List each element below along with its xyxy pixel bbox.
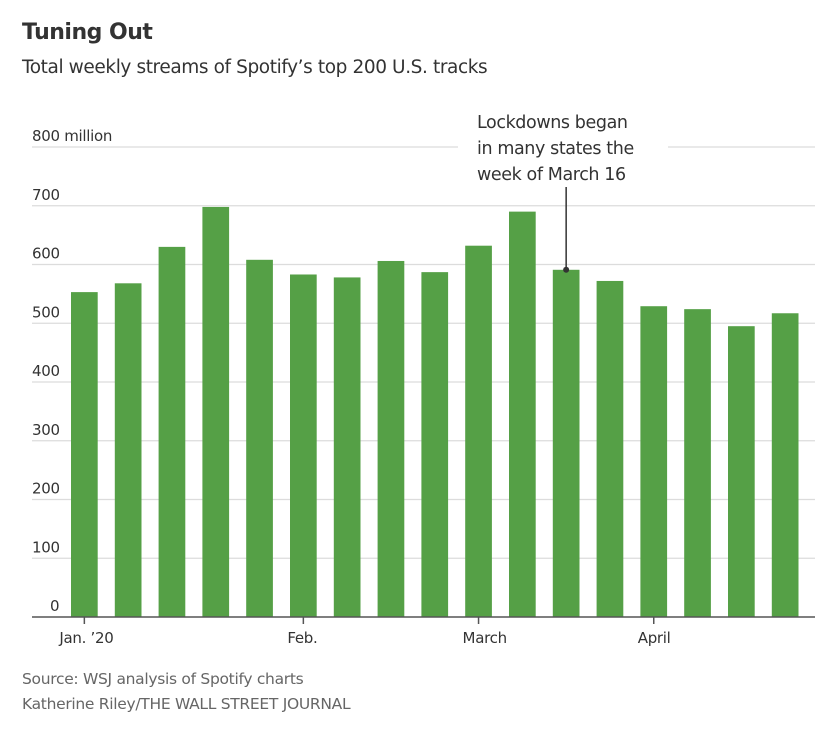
x-tick-label: Feb.: [287, 629, 317, 647]
y-tick-label: 200: [32, 480, 60, 498]
bar: [771, 313, 799, 617]
bar: [377, 260, 405, 617]
y-tick-label: 600: [32, 245, 60, 263]
bar: [596, 280, 624, 617]
y-tick-label: 100: [32, 538, 60, 556]
x-tick-label: March: [463, 629, 507, 647]
annotation-text: Lockdowns began: [477, 113, 628, 133]
y-tick-label: 700: [32, 186, 60, 204]
bar: [640, 306, 668, 617]
bar: [421, 272, 449, 617]
bar: [114, 283, 142, 617]
annotations: Lockdowns began in many states the week of…: [477, 113, 634, 273]
credit-note: Katherine Riley/THE WALL STREET JOURNAL: [22, 695, 351, 713]
x-axis: Jan. ’20 Feb. March April: [32, 616, 815, 647]
bar: [246, 259, 273, 617]
bars: [71, 206, 799, 618]
bar: [465, 245, 492, 617]
bar: [202, 206, 230, 618]
y-tick-label: 800 million: [32, 127, 112, 145]
x-tick-label: Jan. ’20: [58, 629, 113, 647]
annotation-text: week of March 16: [477, 165, 626, 185]
y-tick-label: 400: [32, 362, 60, 380]
chart-title: Tuning Out: [22, 20, 153, 45]
bar: [728, 326, 755, 617]
bar: [290, 274, 317, 617]
y-tick-label: 500: [32, 303, 60, 321]
bar: [552, 269, 580, 617]
bar: [71, 292, 98, 617]
bar: [509, 211, 536, 617]
y-tick-label: 0: [50, 597, 59, 615]
chart-subtitle: Total weekly streams of Spotify’s top 20…: [22, 57, 488, 78]
y-axis-ticks: 0 100 200 300 400 500 600 700 800 million: [32, 127, 112, 615]
bar-chart: 0 100 200 300 400 500 600 700 800 million Jan. ’…: [32, 113, 815, 647]
bar: [158, 246, 186, 617]
bar: [684, 309, 711, 617]
bar: [333, 277, 361, 617]
x-tick-label: April: [638, 629, 671, 647]
y-tick-label: 300: [32, 421, 60, 439]
source-note: Source: WSJ analysis of Spotify charts: [22, 670, 304, 688]
annotation-text: in many states the: [477, 139, 634, 159]
annotation-dot: [563, 266, 570, 273]
